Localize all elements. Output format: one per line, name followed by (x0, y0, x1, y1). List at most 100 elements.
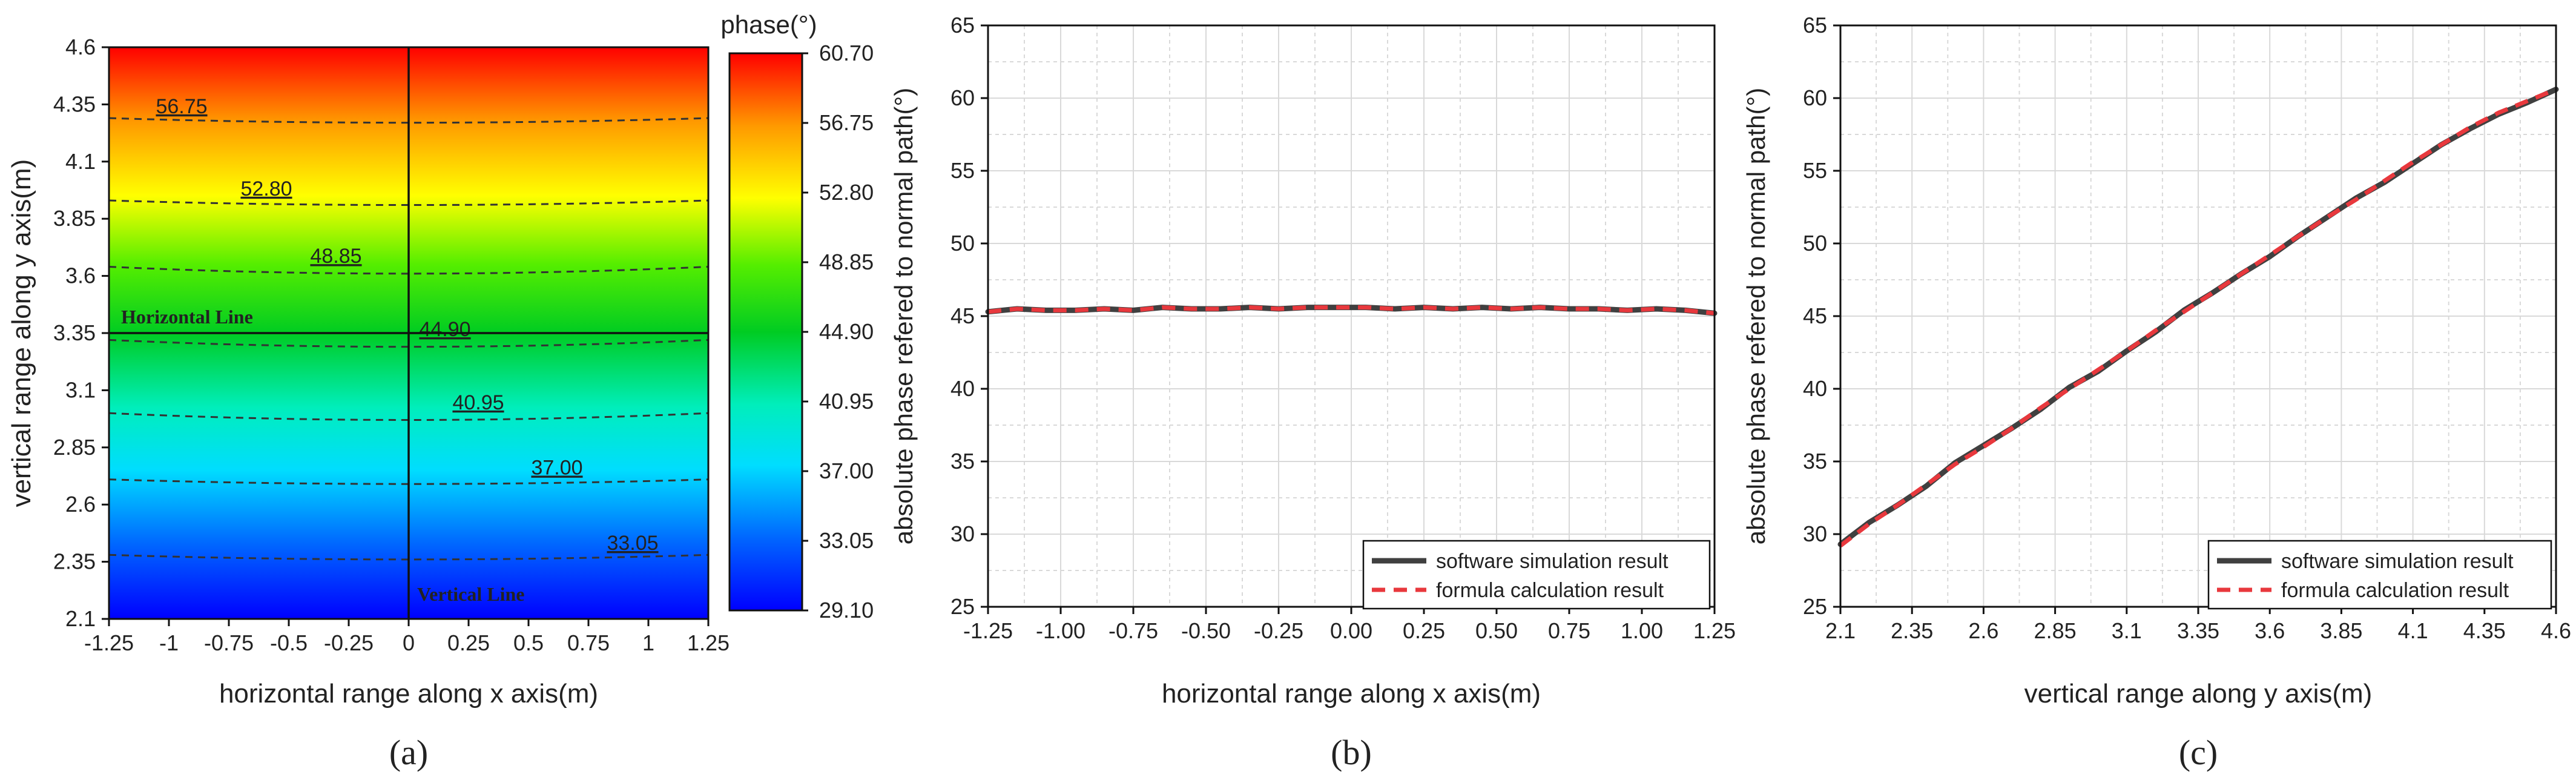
vertical-line-label: Vertical Line (417, 583, 524, 605)
y-tick-label: 2.6 (65, 492, 96, 517)
legend-box (1362, 540, 1711, 610)
x-tick-label: 2.6 (1968, 618, 1998, 643)
legend-box (2207, 540, 2552, 610)
contour-line (108, 478, 709, 485)
x-tick-label: -0.75 (204, 630, 254, 655)
y-tick-label: 35 (950, 449, 975, 474)
x-axis-label: vertical range along y axis(m) (2024, 679, 2373, 709)
y-tick-label: 40 (1803, 376, 1827, 401)
colorbar (728, 52, 803, 612)
y-tick-label: 60 (950, 85, 975, 110)
x-tick-label: 2.35 (1891, 618, 1933, 643)
x-tick-label: 1 (642, 630, 654, 655)
colorbar-tick-label: 37.00 (819, 458, 874, 483)
y-tick-label: 60 (1803, 85, 1827, 110)
colorbar-tick-label: 29.10 (819, 598, 874, 623)
colorbar-tick-label: 56.75 (819, 110, 874, 135)
y-tick-label: 50 (950, 231, 975, 256)
contour-label: 56.75 (156, 95, 207, 118)
y-tick-label: 2.1 (65, 606, 96, 631)
y-tick-label: 65 (1803, 13, 1827, 38)
y-axis-label: absolute phase refered to normal path(°) (889, 88, 918, 545)
x-tick-label: 4.35 (2463, 618, 2506, 643)
y-tick-label: 4.35 (53, 91, 96, 116)
y-tick-label: 30 (1803, 521, 1827, 546)
x-tick-label: -1.00 (1036, 618, 1085, 643)
x-tick-label: 3.1 (2112, 618, 2142, 643)
x-tick-label: -0.50 (1181, 618, 1231, 643)
x-tick-label: 4.6 (2541, 618, 2571, 643)
colorbar-title: phase(°) (720, 10, 817, 39)
legend-label: software simulation result (1436, 550, 1668, 573)
caption: (b) (1331, 733, 1372, 772)
caption-a: (a) (389, 733, 428, 772)
legend-label: software simulation result (2281, 550, 2514, 573)
y-tick-label: 55 (1803, 158, 1827, 183)
panel-b-line-chart: -1.25 -1.00 -0.75 -0.50 -0.25 0.00 0.25 0.50 0.7… (889, 13, 1736, 772)
horizontal-line-label: Horizontal Line (121, 306, 253, 328)
series-line-software (1837, 87, 2559, 547)
colorbar-tick-label: 33.05 (819, 528, 874, 553)
contour-line (108, 199, 709, 207)
x-tick-label: 4.1 (2398, 618, 2428, 643)
y-tick-label: 3.1 (65, 377, 96, 402)
x-tick-label: 3.6 (2255, 618, 2285, 643)
colorbar-tick-label: 44.90 (819, 319, 874, 344)
y-tick-label: 2.35 (53, 549, 96, 574)
colorbar-tick-label: 48.85 (819, 250, 874, 274)
x-tick-label: -0.25 (1254, 618, 1303, 643)
contour-label: 44.90 (419, 318, 470, 341)
colorbar-tick-label: 52.80 (819, 180, 874, 205)
series-line-formula (987, 305, 1715, 316)
y-tick-label: 55 (950, 158, 975, 183)
y-tick-label: 45 (1803, 303, 1827, 328)
x-axis-label: horizontal range along x axis(m) (1162, 679, 1541, 709)
contour-line (108, 339, 709, 348)
y-tick-label: 3.85 (53, 206, 96, 231)
legend-label: formula calculation result (2281, 579, 2509, 602)
caption: (c) (2179, 733, 2218, 772)
y-tick-label: 3.35 (53, 320, 96, 345)
x-tick-label: 2.85 (2034, 618, 2077, 643)
colorbar-tick-label: 40.95 (819, 389, 874, 414)
x-tick-label: 0.00 (1330, 618, 1372, 643)
x-tick-label: 0.75 (567, 630, 610, 655)
y-tick-label: 65 (950, 13, 975, 38)
contour-label: 48.85 (310, 245, 361, 268)
x-tick-label: 0.75 (1548, 618, 1590, 643)
x-tick-label: 3.85 (2320, 618, 2362, 643)
legend-label: formula calculation result (1436, 579, 1664, 602)
y-tick-label: 35 (1803, 449, 1827, 474)
x-tick-label: -0.25 (324, 630, 374, 655)
x-tick-label: 0.5 (513, 630, 544, 655)
panel-c-line-chart: 2.1 2.35 2.6 2.85 3.1 3.35 3.6 3.85 4.1 4.35 4.6 25… (1742, 13, 2571, 772)
x-tick-label: 1.25 (687, 630, 730, 655)
x-tick-label: -1.25 (84, 630, 134, 655)
x-tick-label: 0 (403, 630, 415, 655)
x-tick-label: 3.35 (2177, 618, 2219, 643)
y-tick-label: 2.85 (53, 435, 96, 460)
y-axis-label: vertical range along y axis(m) (7, 159, 36, 507)
y-tick-label: 25 (1803, 594, 1827, 619)
contour-label: 52.80 (240, 177, 292, 200)
contour-line (108, 265, 709, 275)
contour-label: 33.05 (607, 532, 658, 555)
x-tick-label: 0.25 (447, 630, 490, 655)
panel-a-contour-map: 56.75 52.80 48.85 44.90 40.95 37.00 33.05 Horiz… (7, 10, 874, 772)
y-axis-label: absolute phase refered to normal path(°) (1742, 88, 1770, 545)
x-tick-label: 1.00 (1621, 618, 1663, 643)
x-tick-label: 0.50 (1475, 618, 1518, 643)
x-tick-label: -1.25 (963, 618, 1013, 643)
contour-label: 37.00 (531, 456, 582, 479)
y-tick-label: 25 (950, 594, 975, 619)
x-tick-label: -0.5 (270, 630, 308, 655)
x-tick-label: 0.25 (1403, 618, 1445, 643)
contour-line (108, 412, 709, 421)
contour-label: 40.95 (452, 391, 504, 414)
y-tick-label: 4.6 (65, 35, 96, 59)
x-tick-label: -0.75 (1108, 618, 1158, 643)
colorbar-tick-label: 60.70 (819, 41, 874, 65)
x-tick-label: -1 (159, 630, 179, 655)
y-tick-label: 50 (1803, 231, 1827, 256)
